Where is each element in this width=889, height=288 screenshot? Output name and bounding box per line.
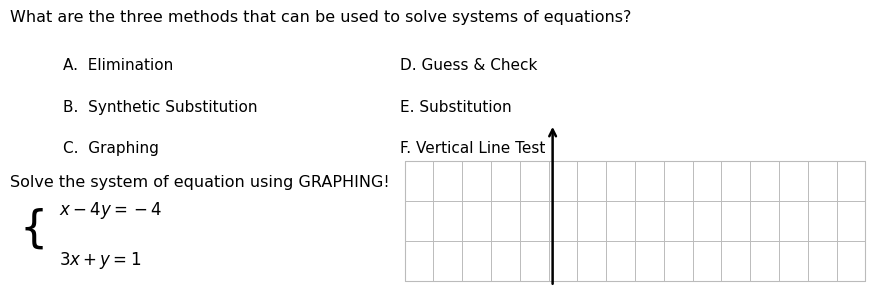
Text: B.  Synthetic Substitution: B. Synthetic Substitution <box>63 100 258 115</box>
Text: Solve the system of equation using GRAPHING!: Solve the system of equation using GRAPH… <box>11 175 390 190</box>
Text: A.  Elimination: A. Elimination <box>63 58 173 73</box>
Text: {: { <box>19 207 47 250</box>
Text: D. Guess & Check: D. Guess & Check <box>400 58 538 73</box>
Bar <box>404 161 866 281</box>
Text: F. Vertical Line Test: F. Vertical Line Test <box>400 141 546 156</box>
Text: $3x + y = 1$: $3x + y = 1$ <box>59 249 141 270</box>
Text: E. Substitution: E. Substitution <box>400 100 512 115</box>
Text: $x - 4y = -4$: $x - 4y = -4$ <box>59 200 163 221</box>
Text: What are the three methods that can be used to solve systems of equations?: What are the three methods that can be u… <box>11 10 631 25</box>
Text: C.  Graphing: C. Graphing <box>63 141 159 156</box>
